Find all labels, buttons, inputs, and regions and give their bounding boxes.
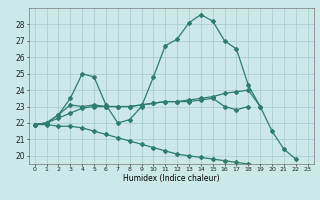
X-axis label: Humidex (Indice chaleur): Humidex (Indice chaleur) [123,174,220,183]
